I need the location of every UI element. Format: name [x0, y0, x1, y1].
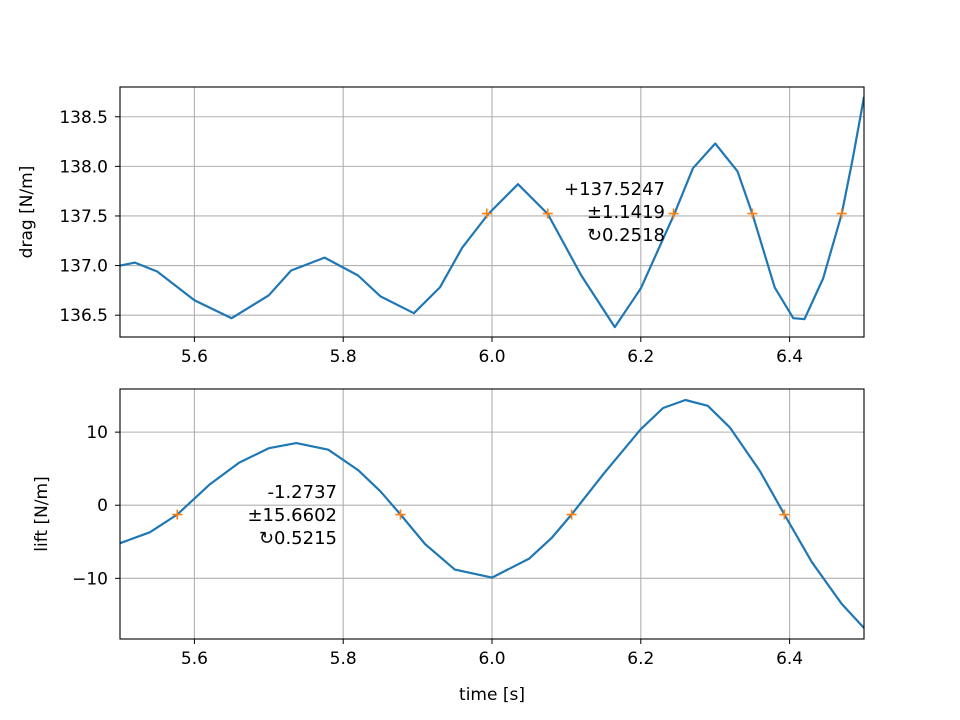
- lift-marker-plus: [172, 509, 183, 520]
- lift-marker-plus: [395, 509, 406, 520]
- lift-y-tick-label: 0: [97, 496, 108, 516]
- lift-x-axis-label: time [s]: [459, 685, 525, 705]
- lift-series-line: [120, 398, 864, 629]
- drag-annotation-frequency: ↻0.2518: [587, 225, 665, 246]
- drag-annotation-mean: +137.5247: [564, 179, 665, 200]
- lift-x-tick-label: 5.6: [181, 649, 208, 669]
- lift-y-tick-label: −10: [72, 569, 108, 589]
- drag-y-tick-label: 138.0: [59, 157, 108, 177]
- drag-x-tick-label: 5.8: [330, 347, 357, 367]
- drag-y-tick-label: 138.5: [59, 108, 108, 128]
- lift-annotation-amplitude: ±15.6602: [247, 505, 337, 526]
- drag-marker-plus: [836, 208, 847, 219]
- drag-x-tick-label: 6.2: [627, 347, 654, 367]
- drag-y-axis-label: drag [N/m]: [17, 166, 37, 259]
- drag-marker-plus: [668, 208, 679, 219]
- drag-subplot: 5.6 5.8 6.0 6.2 6.4 136.5 137.0 137.5 138.0 138.5…: [17, 86, 865, 367]
- drag-marker-plus: [481, 208, 492, 219]
- drag-x-tick-label: 5.6: [181, 347, 208, 367]
- drag-y-tick-label: 136.5: [59, 306, 108, 326]
- lift-annotation-frequency: ↻0.5215: [259, 528, 337, 549]
- lift-x-tick-label: 6.2: [627, 649, 654, 669]
- drag-x-tick-label: 6.4: [776, 347, 803, 367]
- lift-marker-plus: [566, 509, 577, 520]
- lift-x-tick-label: 6.0: [478, 649, 505, 669]
- drag-annotation-amplitude: ±1.1419: [587, 202, 665, 223]
- drag-marker-plus: [747, 208, 758, 219]
- lift-subplot: 5.6 5.8 6.0 6.2 6.4 −10 0 10 lift [N/m] time [s] -…: [32, 388, 865, 705]
- lift-marker-plus: [779, 509, 790, 520]
- drag-x-tick-label: 6.0: [478, 347, 505, 367]
- drag-y-tick-label: 137.0: [59, 257, 108, 277]
- lift-x-tick-label: 6.4: [776, 649, 803, 669]
- lift-x-tick-label: 5.8: [330, 649, 357, 669]
- lift-annotation-mean: -1.2737: [268, 482, 337, 503]
- drag-y-tick-label: 137.5: [59, 207, 108, 227]
- lift-y-tick-label: 10: [86, 423, 108, 443]
- drag-marker-plus: [542, 208, 553, 219]
- lift-y-axis-label: lift [N/m]: [32, 476, 52, 551]
